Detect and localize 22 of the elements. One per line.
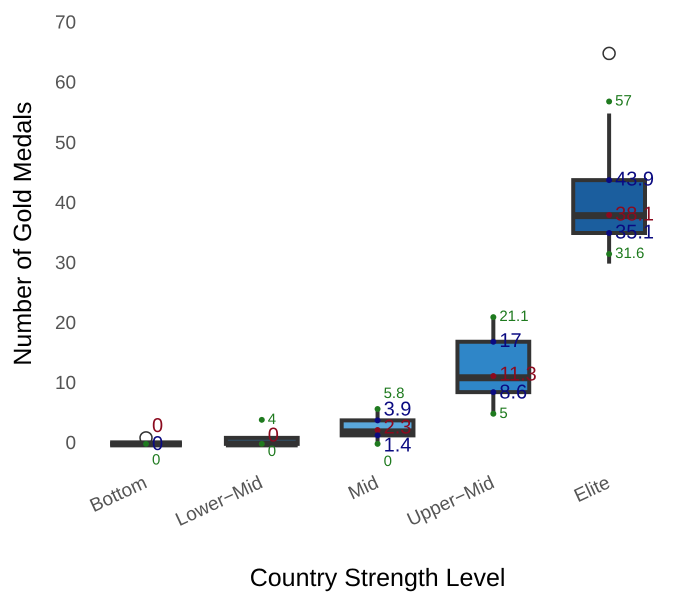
data-label: 57 bbox=[615, 92, 632, 110]
y-axis-title: Number of Gold Medals bbox=[8, 102, 37, 366]
data-label: 31.6 bbox=[615, 245, 644, 262]
data-label: 0 bbox=[152, 415, 164, 438]
x-axis-title: Country Strength Level bbox=[250, 564, 506, 592]
data-label: 8.6 bbox=[499, 382, 528, 404]
y-tick-label: 20 bbox=[54, 312, 76, 334]
data-label: 0 bbox=[152, 452, 160, 469]
x-tick-label: Mid bbox=[345, 472, 382, 504]
data-label: 35.1 bbox=[615, 222, 654, 244]
data-label: 5 bbox=[499, 404, 508, 422]
data-label: 43.9 bbox=[615, 168, 654, 191]
y-tick-label: 30 bbox=[54, 252, 76, 274]
y-tick-label: 40 bbox=[54, 192, 76, 214]
x-tick-label: Elite bbox=[571, 472, 614, 508]
data-label: 21.1 bbox=[499, 308, 529, 326]
y-tick-label: 10 bbox=[54, 373, 76, 394]
y-tick-label: 70 bbox=[54, 12, 76, 34]
y-tick-label: 50 bbox=[54, 132, 76, 154]
data-label: 17 bbox=[499, 330, 522, 352]
y-tick-label: 0 bbox=[66, 433, 76, 454]
y-tick-label: 60 bbox=[54, 72, 76, 94]
